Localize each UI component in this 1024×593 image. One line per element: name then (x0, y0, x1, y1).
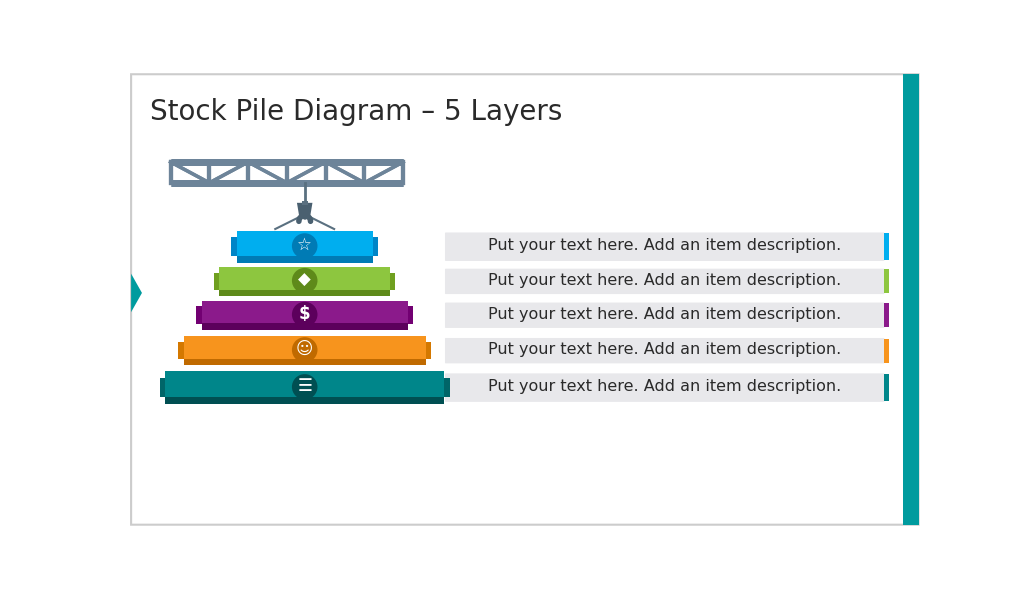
Text: Put your text here. Add an item description.: Put your text here. Add an item descript… (488, 342, 842, 358)
FancyBboxPatch shape (445, 338, 885, 364)
Bar (237, 231, 373, 263)
Bar (178, 342, 183, 359)
Bar (885, 269, 889, 294)
Text: Put your text here. Add an item description.: Put your text here. Add an item descript… (488, 307, 842, 322)
Text: ☆: ☆ (297, 236, 312, 254)
Bar (237, 231, 373, 235)
Bar (373, 237, 378, 256)
Circle shape (292, 268, 317, 294)
Polygon shape (297, 203, 312, 216)
Bar (885, 303, 889, 327)
Bar (183, 336, 426, 340)
Bar (197, 307, 202, 324)
Bar (231, 237, 237, 256)
Text: ☺: ☺ (296, 340, 313, 358)
Bar (202, 301, 408, 330)
Bar (885, 374, 889, 401)
Bar (165, 371, 444, 404)
Bar (202, 323, 408, 330)
Circle shape (292, 233, 317, 259)
Bar (214, 273, 219, 290)
Circle shape (292, 302, 317, 327)
FancyBboxPatch shape (445, 374, 885, 402)
Bar (903, 74, 919, 525)
Bar (302, 200, 308, 205)
Bar (885, 339, 889, 362)
Text: $: $ (299, 305, 310, 323)
FancyBboxPatch shape (445, 302, 885, 328)
Text: Stock Pile Diagram – 5 Layers: Stock Pile Diagram – 5 Layers (150, 98, 562, 126)
Text: ☰: ☰ (297, 377, 312, 395)
Bar (183, 359, 426, 365)
Bar (202, 301, 408, 305)
FancyBboxPatch shape (445, 269, 885, 294)
Bar (219, 289, 390, 296)
Bar (390, 273, 395, 290)
Bar (237, 256, 373, 263)
Bar (426, 342, 431, 359)
Text: Put your text here. Add an item description.: Put your text here. Add an item descript… (488, 380, 842, 394)
Circle shape (292, 337, 317, 362)
Bar (165, 397, 444, 404)
Bar (408, 307, 414, 324)
Bar (165, 371, 444, 377)
Bar (219, 267, 390, 296)
Bar (171, 162, 403, 183)
Text: Put your text here. Add an item description.: Put your text here. Add an item descript… (488, 273, 842, 288)
Polygon shape (131, 274, 142, 312)
Bar (183, 336, 426, 365)
FancyBboxPatch shape (131, 74, 919, 525)
Bar (444, 378, 450, 397)
Bar (219, 267, 390, 271)
FancyBboxPatch shape (445, 232, 885, 261)
Circle shape (292, 374, 317, 400)
Bar (160, 378, 165, 397)
Text: Put your text here. Add an item description.: Put your text here. Add an item descript… (488, 238, 842, 253)
Bar (885, 233, 889, 260)
Text: ◆: ◆ (298, 271, 311, 289)
